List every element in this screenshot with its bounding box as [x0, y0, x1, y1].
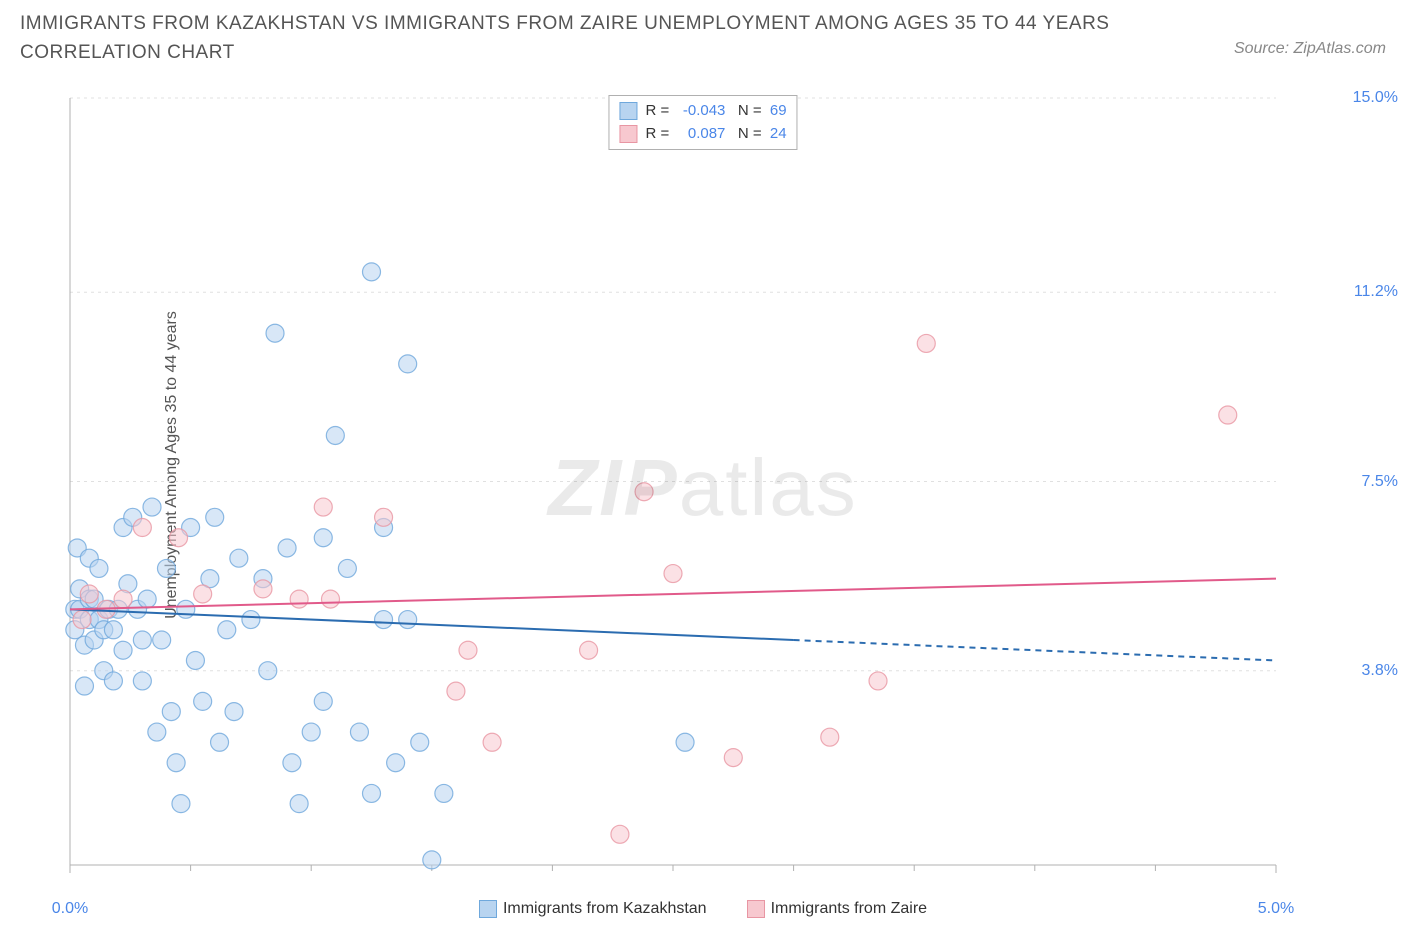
plot-area: ZIPatlas: [60, 90, 1346, 885]
legend-swatch: [619, 125, 637, 143]
y-tick-label: 3.8%: [1362, 662, 1398, 680]
legend-swatch: [747, 900, 765, 918]
y-tick-label: 11.2%: [1354, 283, 1398, 301]
chart-title: IMMIGRANTS FROM KAZAKHSTAN VS IMMIGRANTS…: [20, 10, 1120, 67]
source-prefix: Source:: [1234, 40, 1294, 57]
correlation-row-zaire: R = 0.087 N = 24: [619, 123, 786, 146]
series-legend: Immigrants from Kazakhstan Immigrants fro…: [0, 900, 1406, 918]
chart-svg: [60, 90, 1346, 885]
legend-item-zaire: Immigrants from Zaire: [747, 900, 927, 918]
y-tick-label: 15.0%: [1353, 89, 1398, 107]
source-attribution: Source: ZipAtlas.com: [1234, 40, 1386, 58]
legend-item-kazakhstan: Immigrants from Kazakhstan: [479, 900, 707, 918]
x-tick-label: 0.0%: [52, 900, 88, 918]
legend-label: Immigrants from Zaire: [771, 900, 927, 918]
correlation-legend: R = -0.043 N = 69R = 0.087 N = 24: [608, 95, 797, 150]
source-name: ZipAtlas.com: [1294, 40, 1386, 57]
legend-swatch: [479, 900, 497, 918]
legend-label: Immigrants from Kazakhstan: [503, 900, 707, 918]
x-tick-label: 5.0%: [1258, 900, 1294, 918]
y-tick-label: 7.5%: [1362, 473, 1398, 491]
legend-swatch: [619, 102, 637, 120]
correlation-row-kazakhstan: R = -0.043 N = 69: [619, 100, 786, 123]
chart-header: IMMIGRANTS FROM KAZAKHSTAN VS IMMIGRANTS…: [20, 10, 1386, 67]
